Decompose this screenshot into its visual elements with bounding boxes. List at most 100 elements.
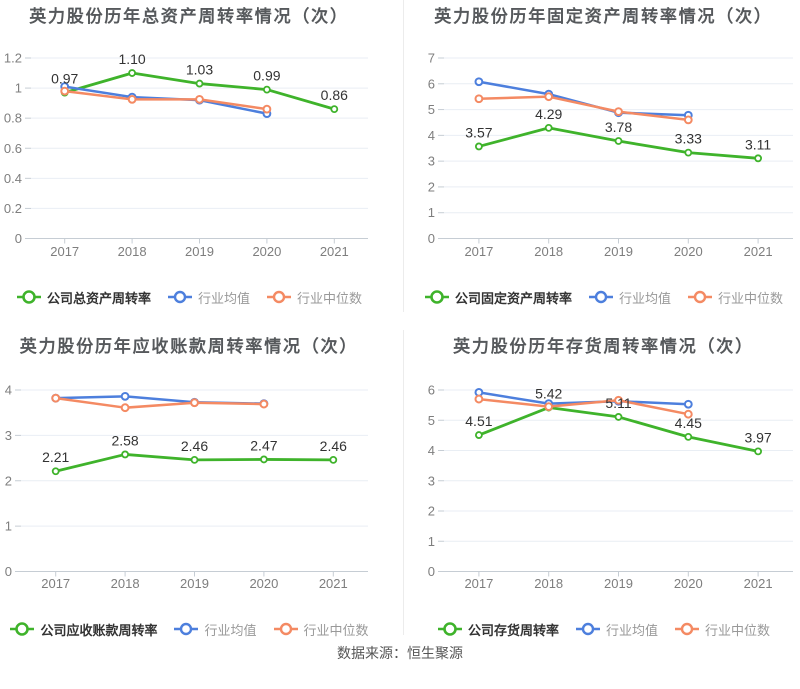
- chart-panel-receivables-turnover: 英力股份历年应收账款周转率情况（次） 0 1 2 3 4 2017 2018 2019 2020…: [0, 330, 403, 638]
- svg-text:5: 5: [428, 413, 435, 428]
- legend-line-marker-icon: [267, 290, 291, 304]
- legend-label: 行业中位数: [297, 290, 363, 306]
- svg-text:1: 1: [428, 534, 435, 549]
- legend-label: 行业中位数: [705, 622, 771, 638]
- legend-label: 行业中位数: [718, 290, 784, 306]
- legend-line-marker-icon: [675, 622, 699, 636]
- legend-line-marker-icon: [588, 290, 613, 304]
- legend-label: 公司总资产周转率: [46, 290, 151, 306]
- svg-text:0: 0: [428, 231, 435, 246]
- svg-text:3: 3: [428, 473, 435, 488]
- svg-text:2019: 2019: [180, 576, 209, 591]
- svg-text:1.03: 1.03: [186, 62, 213, 78]
- legend-item-industry-mean[interactable]: 行业均值: [173, 620, 257, 639]
- legend-item-industry-mean[interactable]: 行业均值: [167, 288, 250, 307]
- svg-text:4: 4: [5, 383, 12, 398]
- chart-title: 英力股份历年应收账款周转率情况（次）: [19, 337, 359, 356]
- legend-label: 公司应收账款周转率: [40, 622, 158, 638]
- svg-text:2: 2: [428, 504, 435, 519]
- svg-text:5.42: 5.42: [535, 386, 562, 402]
- chart-panel-fixed-asset-turnover: 英力股份历年固定资产周转率情况（次） 0 1 2 3 4 5 6 7 2017 2018 2019 2…: [403, 0, 800, 312]
- svg-text:2.47: 2.47: [250, 437, 277, 453]
- svg-text:0: 0: [5, 564, 12, 579]
- legend-line-marker-icon: [174, 622, 199, 636]
- svg-text:2017: 2017: [464, 576, 493, 591]
- legend-item-industry-mean[interactable]: 行业均值: [588, 288, 671, 307]
- svg-text:2018: 2018: [534, 576, 563, 591]
- svg-text:2: 2: [428, 179, 435, 194]
- svg-text:2021: 2021: [320, 244, 349, 259]
- legend-item-industry-median[interactable]: 行业中位数: [273, 620, 369, 639]
- legend-label: 行业均值: [204, 622, 257, 638]
- legend-line-marker-icon: [273, 622, 298, 636]
- svg-text:3: 3: [428, 154, 435, 169]
- svg-text:2018: 2018: [118, 244, 147, 259]
- legend-item-industry-median[interactable]: 行业中位数: [266, 288, 362, 307]
- chart-legend: 公司固定资产周转率 行业均值 行业中位数: [404, 286, 800, 308]
- svg-text:4.29: 4.29: [535, 106, 562, 122]
- svg-text:2.46: 2.46: [181, 438, 208, 454]
- chart-title: 英力股份历年固定资产周转率情况（次）: [434, 7, 773, 26]
- legend-label: 行业均值: [605, 622, 658, 638]
- svg-text:2020: 2020: [674, 244, 703, 259]
- svg-text:0.4: 0.4: [4, 171, 22, 186]
- svg-text:0: 0: [428, 564, 435, 579]
- svg-text:1: 1: [5, 519, 12, 534]
- legend-item-company[interactable]: 公司应收账款周转率: [9, 620, 157, 639]
- svg-text:2017: 2017: [41, 576, 70, 591]
- svg-text:4.51: 4.51: [465, 413, 492, 429]
- svg-text:4.45: 4.45: [675, 415, 702, 431]
- svg-text:4: 4: [428, 128, 435, 143]
- legend-item-company[interactable]: 公司固定资产周转率: [424, 288, 572, 307]
- svg-text:5: 5: [428, 102, 435, 117]
- svg-text:1.2: 1.2: [4, 51, 22, 66]
- legend-line-marker-icon: [688, 290, 712, 304]
- svg-text:1: 1: [428, 205, 435, 220]
- svg-text:2.58: 2.58: [111, 432, 138, 448]
- svg-text:5.11: 5.11: [605, 395, 631, 411]
- legend-item-company[interactable]: 公司存货周转率: [437, 620, 559, 639]
- svg-text:2.46: 2.46: [320, 438, 347, 454]
- chart-legend: 公司应收账款周转率 行业均值 行业中位数: [0, 618, 378, 640]
- svg-text:3.78: 3.78: [605, 119, 632, 135]
- chart-panel-total-asset-turnover: 英力股份历年总资产周转率情况（次） 0 0.2 0.4 0.6 0.8 1 1.2 2017 2…: [0, 0, 403, 312]
- legend-item-industry-mean[interactable]: 行业均值: [575, 620, 658, 639]
- svg-text:2017: 2017: [50, 244, 79, 259]
- svg-text:2: 2: [5, 473, 12, 488]
- svg-text:0.6: 0.6: [4, 141, 22, 156]
- svg-text:2021: 2021: [744, 244, 773, 259]
- svg-text:2019: 2019: [185, 244, 214, 259]
- svg-text:0: 0: [15, 231, 22, 246]
- legend-label: 行业均值: [197, 290, 250, 306]
- svg-text:7: 7: [428, 51, 435, 66]
- svg-text:2019: 2019: [604, 576, 633, 591]
- chart-title: 英力股份历年总资产周转率情况（次）: [29, 7, 349, 26]
- svg-text:2021: 2021: [744, 576, 773, 591]
- chart-panel-inventory-turnover: 英力股份历年存货周转率情况（次） 0 1 2 3 4 5 6 2017 2018 2019 2020…: [403, 330, 800, 638]
- legend-item-industry-median[interactable]: 行业中位数: [674, 620, 770, 639]
- svg-text:2018: 2018: [111, 576, 140, 591]
- svg-text:2020: 2020: [674, 576, 703, 591]
- chart-plot-inventory-turnover: 0 1 2 3 4 5 6 2017 2018 2019 2020 2021 4.51 5.42 5.11 4…: [428, 383, 793, 591]
- svg-text:3: 3: [5, 428, 12, 443]
- legend-label: 公司存货周转率: [467, 622, 559, 638]
- legend-label: 行业中位数: [303, 622, 369, 638]
- svg-text:2017: 2017: [464, 244, 493, 259]
- chart-plot-fixed-asset-turnover: 0 1 2 3 4 5 6 7 2017 2018 2019 2020 2021 3.57 4.29 3.78…: [428, 51, 793, 259]
- legend-item-company[interactable]: 公司总资产周转率: [16, 288, 151, 307]
- svg-text:0.97: 0.97: [51, 71, 78, 87]
- legend-line-marker-icon: [575, 622, 600, 636]
- svg-text:2.21: 2.21: [42, 449, 69, 465]
- legend-label: 公司固定资产周转率: [454, 290, 572, 306]
- svg-text:6: 6: [428, 76, 435, 91]
- data-source-note: 数据来源：恒生聚源: [337, 645, 463, 661]
- svg-text:2020: 2020: [249, 576, 278, 591]
- chart-plot-receivables-turnover: 0 1 2 3 4 2017 2018 2019 2020 2021 2.21 2.58 2.46 2.4…: [5, 383, 368, 591]
- svg-text:4: 4: [428, 443, 435, 458]
- svg-text:2018: 2018: [534, 244, 563, 259]
- svg-text:1.10: 1.10: [118, 51, 145, 67]
- chart-title: 英力股份历年存货周转率情况（次）: [453, 337, 754, 356]
- svg-text:3.11: 3.11: [745, 136, 771, 152]
- legend-item-industry-median[interactable]: 行业中位数: [687, 288, 783, 307]
- svg-text:0.2: 0.2: [4, 201, 22, 216]
